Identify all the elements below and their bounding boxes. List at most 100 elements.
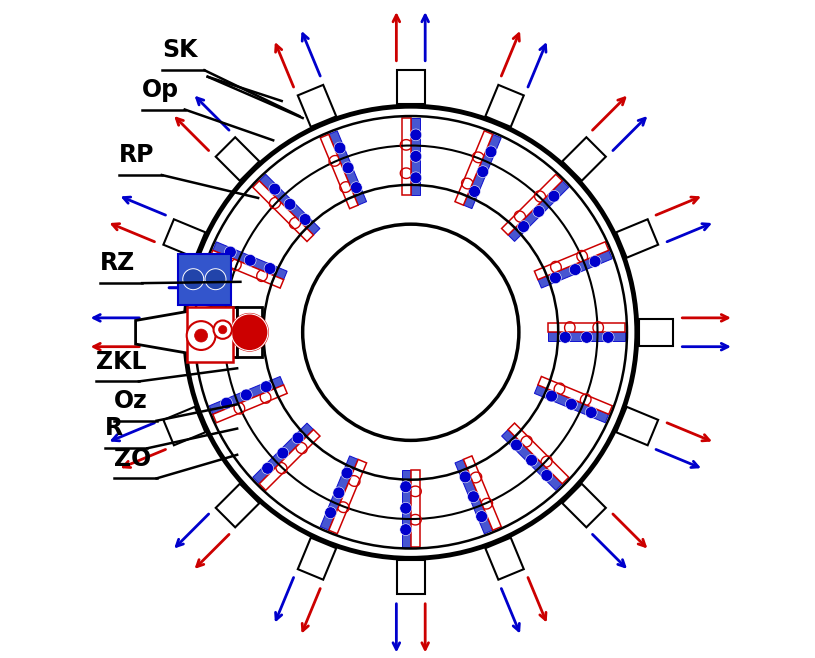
Circle shape — [221, 397, 232, 409]
Polygon shape — [639, 318, 673, 346]
Polygon shape — [213, 385, 287, 422]
Circle shape — [548, 190, 560, 202]
Circle shape — [400, 481, 412, 493]
Circle shape — [341, 467, 353, 479]
Circle shape — [533, 205, 544, 217]
Circle shape — [476, 511, 487, 522]
Circle shape — [469, 186, 481, 197]
Circle shape — [541, 470, 553, 481]
Circle shape — [400, 502, 412, 514]
Circle shape — [292, 432, 304, 444]
Polygon shape — [485, 538, 524, 580]
Polygon shape — [135, 307, 211, 357]
Circle shape — [218, 326, 227, 334]
Circle shape — [518, 220, 530, 232]
Polygon shape — [402, 470, 411, 547]
Circle shape — [214, 320, 232, 339]
Polygon shape — [464, 134, 501, 209]
Text: ZO: ZO — [114, 447, 152, 470]
Polygon shape — [535, 385, 609, 422]
Circle shape — [284, 199, 296, 210]
Text: ZKL: ZKL — [96, 349, 147, 374]
Polygon shape — [616, 407, 659, 445]
Polygon shape — [320, 456, 358, 530]
Circle shape — [333, 487, 345, 499]
Polygon shape — [562, 484, 606, 527]
Polygon shape — [411, 470, 420, 547]
Circle shape — [549, 272, 562, 284]
Text: R: R — [105, 417, 123, 440]
Polygon shape — [562, 138, 606, 181]
Polygon shape — [216, 138, 259, 181]
Polygon shape — [402, 118, 411, 195]
Circle shape — [350, 182, 362, 193]
Circle shape — [240, 389, 252, 401]
Circle shape — [477, 166, 489, 178]
Polygon shape — [485, 85, 524, 127]
Polygon shape — [209, 376, 284, 415]
Circle shape — [566, 398, 577, 410]
Circle shape — [264, 263, 276, 274]
Polygon shape — [508, 423, 569, 484]
Circle shape — [485, 146, 497, 158]
Polygon shape — [501, 430, 562, 490]
Polygon shape — [187, 307, 232, 362]
Circle shape — [410, 151, 421, 163]
Text: Op: Op — [142, 78, 179, 101]
Polygon shape — [397, 70, 425, 104]
Polygon shape — [253, 181, 314, 241]
Text: RP: RP — [119, 143, 155, 167]
Circle shape — [262, 463, 274, 474]
Circle shape — [224, 246, 236, 258]
Circle shape — [559, 332, 571, 343]
Circle shape — [570, 264, 581, 276]
Polygon shape — [259, 174, 320, 235]
Polygon shape — [538, 250, 612, 288]
Circle shape — [260, 381, 272, 393]
Polygon shape — [501, 174, 562, 235]
Polygon shape — [253, 423, 314, 484]
Circle shape — [510, 439, 522, 451]
Polygon shape — [237, 307, 262, 357]
Circle shape — [205, 268, 226, 290]
Text: RZ: RZ — [99, 251, 134, 275]
Polygon shape — [411, 118, 420, 195]
Circle shape — [231, 314, 268, 351]
Text: Oz: Oz — [114, 389, 148, 413]
Polygon shape — [163, 407, 205, 445]
Circle shape — [183, 268, 204, 290]
Circle shape — [468, 491, 479, 503]
Circle shape — [244, 255, 256, 266]
Polygon shape — [211, 307, 237, 357]
Polygon shape — [148, 318, 183, 346]
Polygon shape — [297, 85, 337, 127]
Circle shape — [602, 332, 614, 343]
Polygon shape — [535, 241, 609, 280]
Circle shape — [585, 407, 597, 418]
Circle shape — [187, 321, 215, 350]
Circle shape — [277, 447, 289, 459]
Polygon shape — [464, 456, 501, 530]
Polygon shape — [209, 250, 284, 288]
Circle shape — [546, 390, 557, 402]
Polygon shape — [328, 459, 367, 534]
Circle shape — [589, 255, 601, 267]
Text: SK: SK — [162, 38, 197, 63]
Circle shape — [526, 454, 538, 466]
Polygon shape — [455, 131, 493, 205]
Polygon shape — [178, 253, 231, 305]
Polygon shape — [397, 561, 425, 594]
Polygon shape — [538, 376, 612, 415]
Circle shape — [342, 162, 354, 174]
Polygon shape — [163, 219, 205, 258]
Circle shape — [269, 183, 280, 195]
Circle shape — [324, 507, 337, 519]
Polygon shape — [548, 332, 625, 342]
Polygon shape — [216, 484, 259, 527]
Circle shape — [410, 129, 421, 141]
Polygon shape — [328, 131, 367, 205]
Polygon shape — [548, 323, 625, 332]
Polygon shape — [297, 538, 337, 580]
Polygon shape — [320, 134, 358, 209]
Circle shape — [334, 142, 346, 154]
